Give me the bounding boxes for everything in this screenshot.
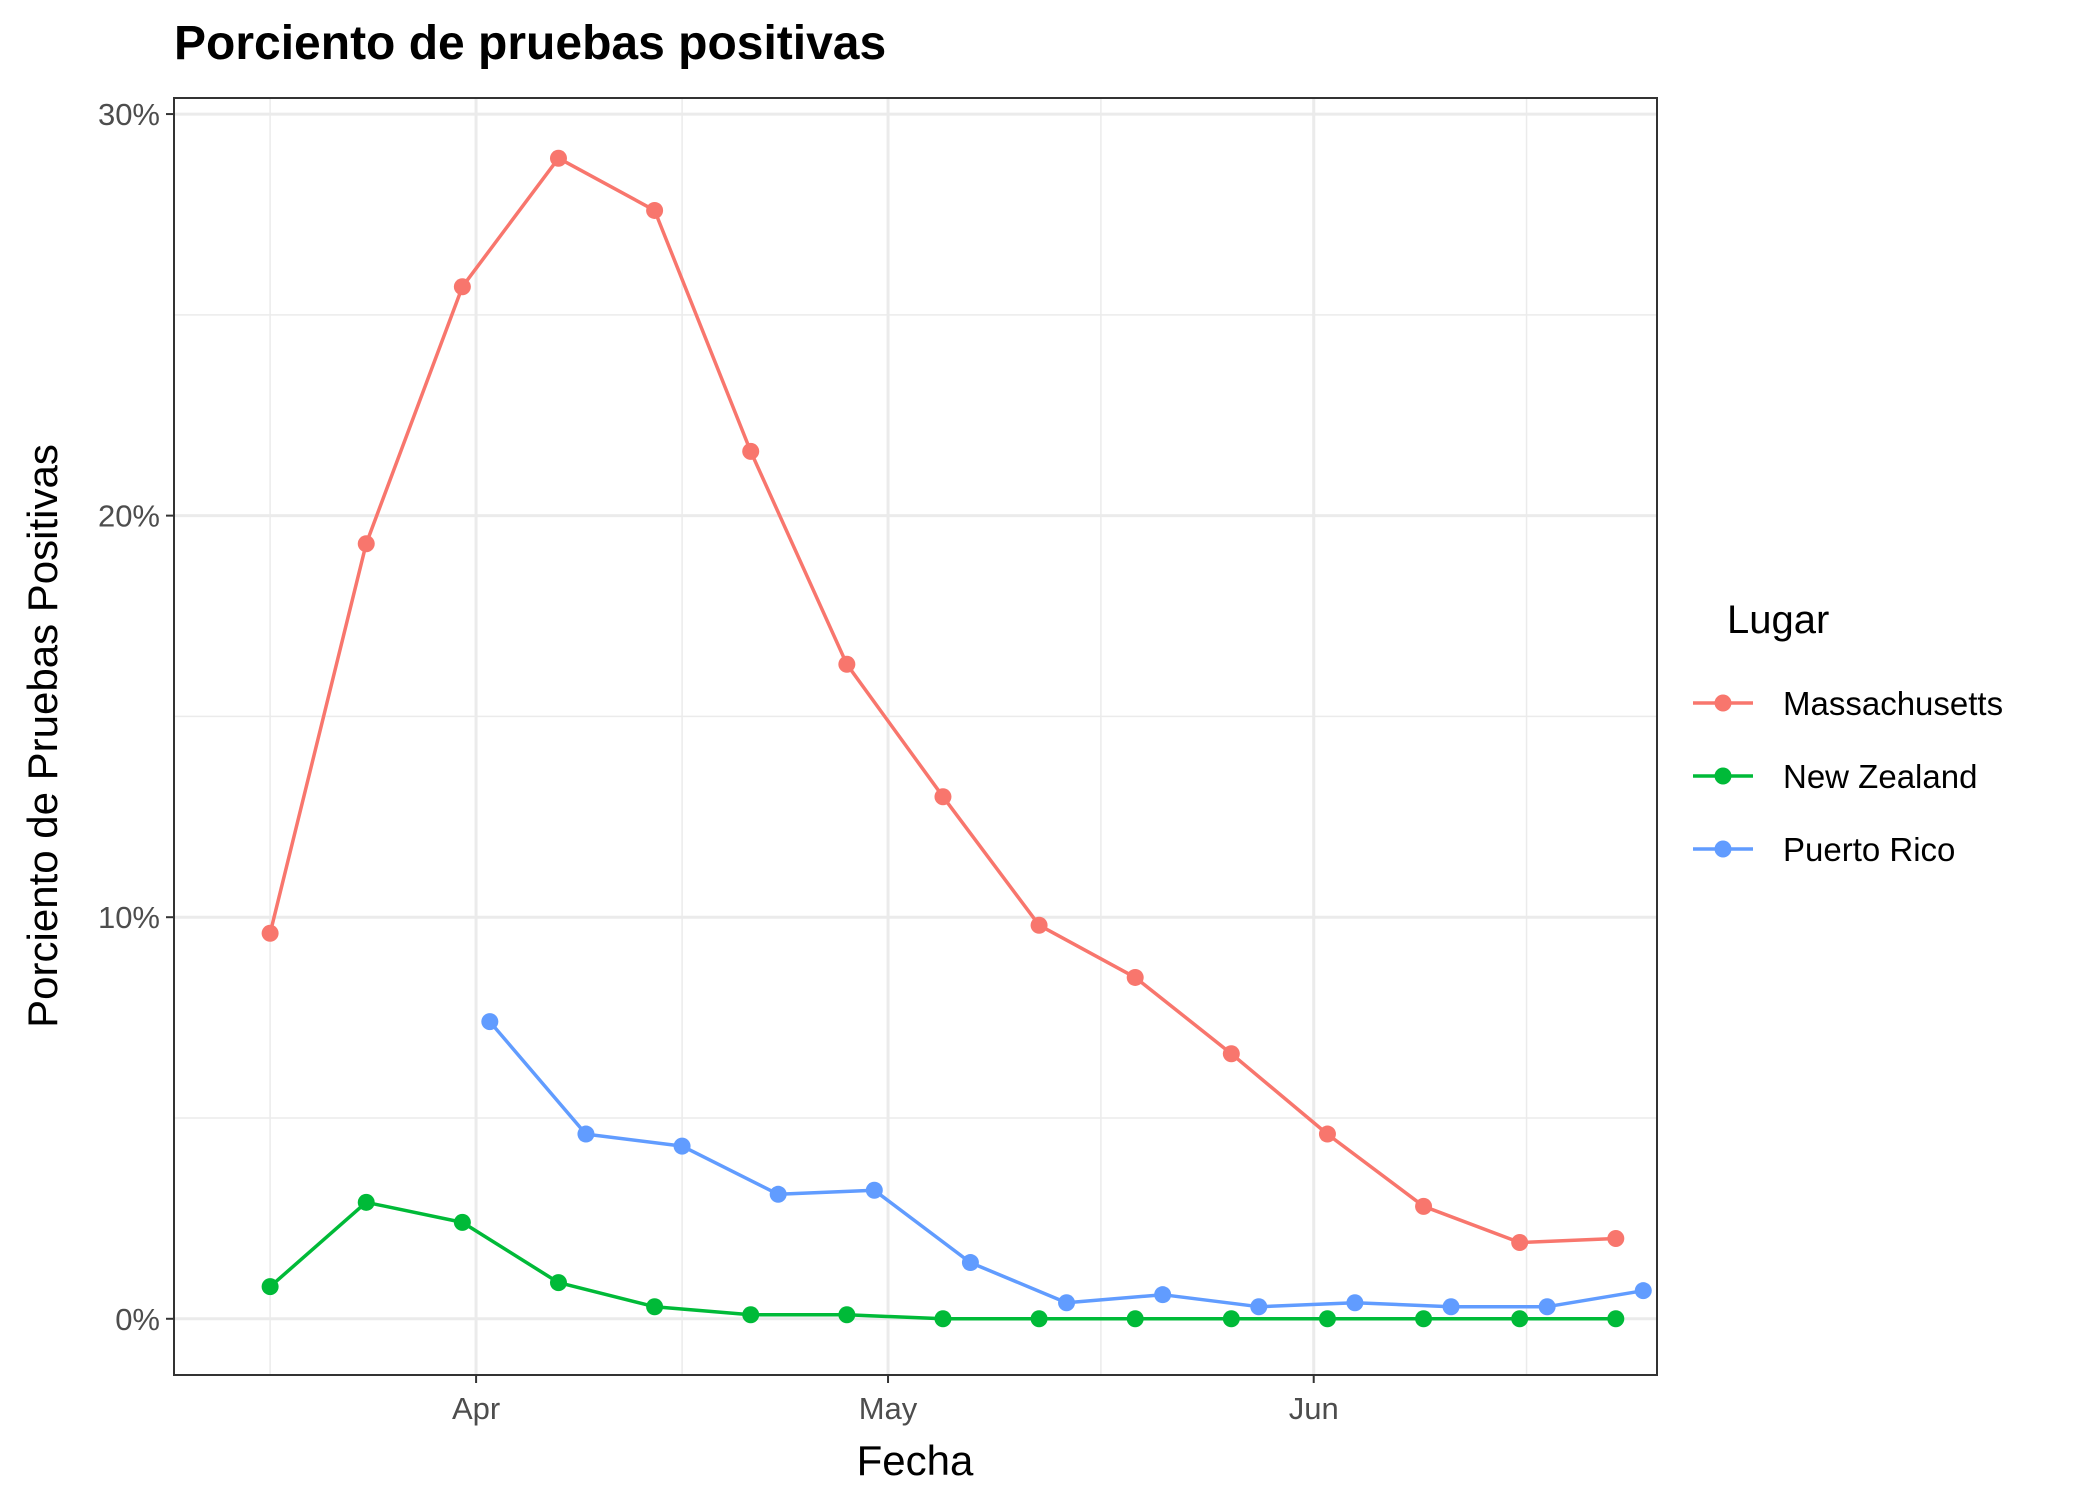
data-point-massachusetts: [1318, 1125, 1336, 1143]
data-point-massachusetts: [934, 788, 952, 806]
data-point-new-zealand: [838, 1306, 856, 1324]
data-point-new-zealand: [453, 1213, 471, 1231]
x-axis: Apr May Jun: [452, 1375, 1339, 1426]
legend: Lugar Massachusetts New Zealand Puerto Ric…: [1693, 598, 2003, 868]
data-point-new-zealand: [1607, 1310, 1625, 1328]
legend-marker-new-zealand: [1714, 767, 1732, 785]
series-layer: [261, 149, 1652, 1328]
data-point-new-zealand: [1415, 1310, 1433, 1328]
data-point-massachusetts: [1030, 916, 1048, 934]
plot-background: [174, 98, 1657, 1375]
chart-title: Porciento de pruebas positivas: [174, 17, 886, 70]
plot-border: [173, 97, 1658, 1376]
data-point-puerto-rico: [1442, 1298, 1460, 1316]
y-tick-label: 30%: [98, 97, 160, 132]
data-point-massachusetts: [1222, 1045, 1240, 1063]
data-point-puerto-rico: [673, 1137, 691, 1155]
data-point-massachusetts: [453, 278, 471, 296]
y-axis: 0% 10% 20% 30%: [98, 97, 174, 1337]
data-point-massachusetts: [1607, 1229, 1625, 1247]
data-point-new-zealand: [261, 1278, 279, 1296]
legend-marker-massachusetts: [1714, 694, 1732, 712]
data-point-massachusetts: [1415, 1197, 1433, 1215]
data-point-massachusetts: [1511, 1233, 1529, 1251]
y-axis-title: Porciento de Pruebas Positivas: [19, 444, 66, 1028]
data-point-puerto-rico: [481, 1013, 499, 1031]
legend-title: Lugar: [1727, 598, 1829, 642]
grid-minor: [174, 98, 1657, 1375]
data-point-puerto-rico: [1154, 1286, 1172, 1304]
data-point-puerto-rico: [1346, 1294, 1364, 1312]
data-point-new-zealand: [1126, 1310, 1144, 1328]
data-point-massachusetts: [742, 442, 760, 460]
x-tick-label: Jun: [1289, 1391, 1339, 1426]
data-point-puerto-rico: [577, 1125, 595, 1143]
legend-items: Massachusetts New Zealand Puerto Rico: [1693, 685, 2003, 868]
data-point-massachusetts: [549, 149, 567, 167]
data-point-puerto-rico: [1058, 1294, 1076, 1312]
data-point-new-zealand: [646, 1298, 664, 1316]
x-axis-title: Fecha: [857, 1437, 974, 1484]
data-point-new-zealand: [1222, 1310, 1240, 1328]
y-tick-label: 0%: [115, 1302, 160, 1337]
data-point-new-zealand: [1318, 1310, 1336, 1328]
x-tick-label: Apr: [452, 1391, 500, 1426]
legend-label-puerto-rico: Puerto Rico: [1783, 831, 1955, 868]
y-tick-label: 10%: [98, 900, 160, 935]
x-tick-label: May: [859, 1391, 918, 1426]
data-point-massachusetts: [838, 655, 856, 673]
legend-label-massachusetts: Massachusetts: [1783, 685, 2003, 722]
data-point-massachusetts: [646, 201, 664, 219]
data-point-massachusetts: [1126, 968, 1144, 986]
data-point-puerto-rico: [1634, 1282, 1652, 1300]
data-point-puerto-rico: [1250, 1298, 1268, 1316]
data-point-puerto-rico: [1538, 1298, 1556, 1316]
y-tick-label: 20%: [98, 499, 160, 534]
data-point-new-zealand: [549, 1274, 567, 1292]
data-point-new-zealand: [934, 1310, 952, 1328]
data-point-puerto-rico: [865, 1181, 883, 1199]
data-point-new-zealand: [1511, 1310, 1529, 1328]
legend-marker-puerto-rico: [1714, 840, 1732, 858]
data-point-massachusetts: [261, 924, 279, 942]
legend-label-new-zealand: New Zealand: [1783, 758, 1977, 795]
plot-area: [173, 97, 1658, 1376]
data-point-puerto-rico: [961, 1254, 979, 1272]
data-point-puerto-rico: [769, 1185, 787, 1203]
grid-major: [174, 98, 1657, 1375]
data-point-new-zealand: [742, 1306, 760, 1324]
data-point-new-zealand: [1030, 1310, 1048, 1328]
data-point-new-zealand: [357, 1193, 375, 1211]
data-point-massachusetts: [357, 535, 375, 553]
